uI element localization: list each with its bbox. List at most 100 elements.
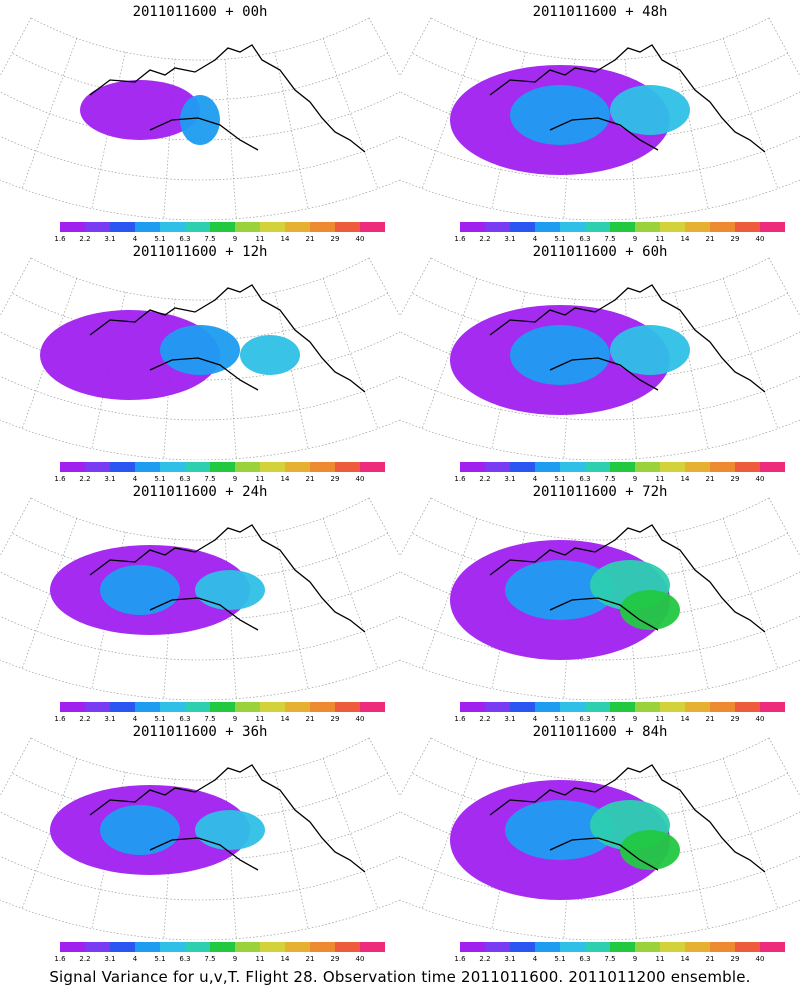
colorbar [460,462,785,474]
colorbar-labels: 1.6 2.2 3.1 4 5.1 6.3 7.5 9 11 14 21 29 40 [54,955,364,965]
colorbar-label: 11 [255,715,265,723]
colorbar-swatch [635,942,660,952]
colorbar-swatch [235,942,260,952]
variance-map [0,257,400,460]
colorbar-label: 29 [730,475,740,483]
colorbar-label: 1.6 [454,715,466,723]
colorbar-swatch [60,462,85,472]
colorbar-label: 40 [355,235,365,243]
colorbar-label: 11 [655,715,665,723]
colorbar-swatch [685,942,710,952]
colorbar-label: 2.2 [79,715,91,723]
colorbar-label: 7.5 [204,715,216,723]
colorbar-swatch [160,462,185,472]
colorbar-swatch [60,222,85,232]
colorbar-label: 40 [755,955,765,963]
colorbar-label: 14 [280,235,290,243]
map-panel-72h: 2011011600 + 72h 1.6 2.2 3.1 4 5.1 6.3 7.5 9 11 1… [400,480,800,723]
colorbar-swatch [585,462,610,472]
colorbar-swatch [660,942,685,952]
colorbar-label: 14 [680,955,690,963]
colorbar-swatch [210,942,235,952]
colorbar-label: 21 [705,955,715,963]
colorbar-swatch [85,942,110,952]
coastline [489,284,766,393]
colorbar [60,702,385,714]
colorbar-swatch [360,462,385,472]
colorbar-swatch [660,462,685,472]
panel-title: 2011011600 + 48h [532,4,668,20]
colorbar-label: 5.1 [554,235,566,243]
colorbar-label: 29 [330,715,340,723]
colorbar-label: 29 [730,235,740,243]
variance-field [80,80,220,145]
colorbar-swatch [85,222,110,232]
colorbar-swatch [685,702,710,712]
colorbar-swatch [460,702,485,712]
colorbar-label: 1.6 [454,955,466,963]
colorbar-swatch [285,702,310,712]
colorbar-swatch [285,942,310,952]
colorbar-swatch [210,462,235,472]
colorbar-label: 21 [305,715,315,723]
colorbar-label: 5.1 [554,715,566,723]
colorbar-swatch [710,702,735,712]
colorbar-label: 6.3 [579,475,591,483]
colorbar-label: 9 [632,955,638,963]
colorbar-swatch [510,942,535,952]
colorbar-swatch [135,702,160,712]
colorbar-swatch [310,702,335,712]
map-panel-60h: 2011011600 + 60h 1.6 2.2 3.1 4 5.1 6.3 7.5 9 11 1… [400,240,800,483]
colorbar [60,222,385,234]
colorbar-label: 21 [305,235,315,243]
colorbar-label: 2.2 [479,955,491,963]
colorbar-label: 6.3 [579,955,591,963]
map-panel-48h: 2011011600 + 48h 1.6 2.2 3.1 4 5.1 6.3 7.5 9 11 1… [400,0,800,243]
colorbar-swatch [485,702,510,712]
variance-field [450,305,690,415]
colorbar-label: 9 [632,475,638,483]
colorbar-swatch [635,702,660,712]
colorbar-label: 40 [355,715,365,723]
colorbar-label: 2.2 [79,235,91,243]
colorbar-swatch [110,702,135,712]
colorbar-label: 14 [680,235,690,243]
colorbar-labels: 1.6 2.2 3.1 4 5.1 6.3 7.5 9 11 14 21 29 40 [454,715,764,725]
colorbar-swatch [760,222,785,232]
colorbar-swatch [485,222,510,232]
colorbar-swatch [510,222,535,232]
colorbar-label: 1.6 [54,715,66,723]
colorbar-label: 29 [730,715,740,723]
colorbar-label: 6.3 [579,235,591,243]
coastline [89,764,366,873]
variance-map [400,257,800,460]
colorbar-label: 2.2 [79,955,91,963]
colorbar-swatch [335,462,360,472]
colorbar-label: 3.1 [104,475,116,483]
colorbar-label: 1.6 [454,475,466,483]
colorbar-label: 1.6 [54,955,66,963]
colorbar-swatch [160,942,185,952]
colorbar-swatch [235,702,260,712]
colorbar-swatch [335,942,360,952]
variance-map [400,497,800,700]
colorbar-swatch [110,462,135,472]
colorbar-swatch [335,222,360,232]
colorbar-label: 3.1 [104,235,116,243]
colorbar-swatch [710,222,735,232]
colorbar-label: 40 [355,475,365,483]
colorbar-swatch [585,222,610,232]
colorbar-label: 3.1 [504,475,516,483]
colorbar-label: 1.6 [54,235,66,243]
map-panel-24h: 2011011600 + 24h 1.6 2.2 3.1 4 5.1 6.3 7.5 9 11 1… [0,480,400,723]
coastline [489,524,766,633]
colorbar-swatch [60,942,85,952]
colorbar-label: 11 [655,955,665,963]
map-panel-12h: 2011011600 + 12h 1.6 2.2 3.1 4 5.1 6.3 7.5 9 11 1… [0,240,400,483]
colorbar-swatch [260,462,285,472]
colorbar-label: 1.6 [54,475,66,483]
panel-title: 2011011600 + 60h [532,244,668,260]
colorbar-swatch [560,462,585,472]
coastline [89,524,366,633]
colorbar-swatch [735,222,760,232]
